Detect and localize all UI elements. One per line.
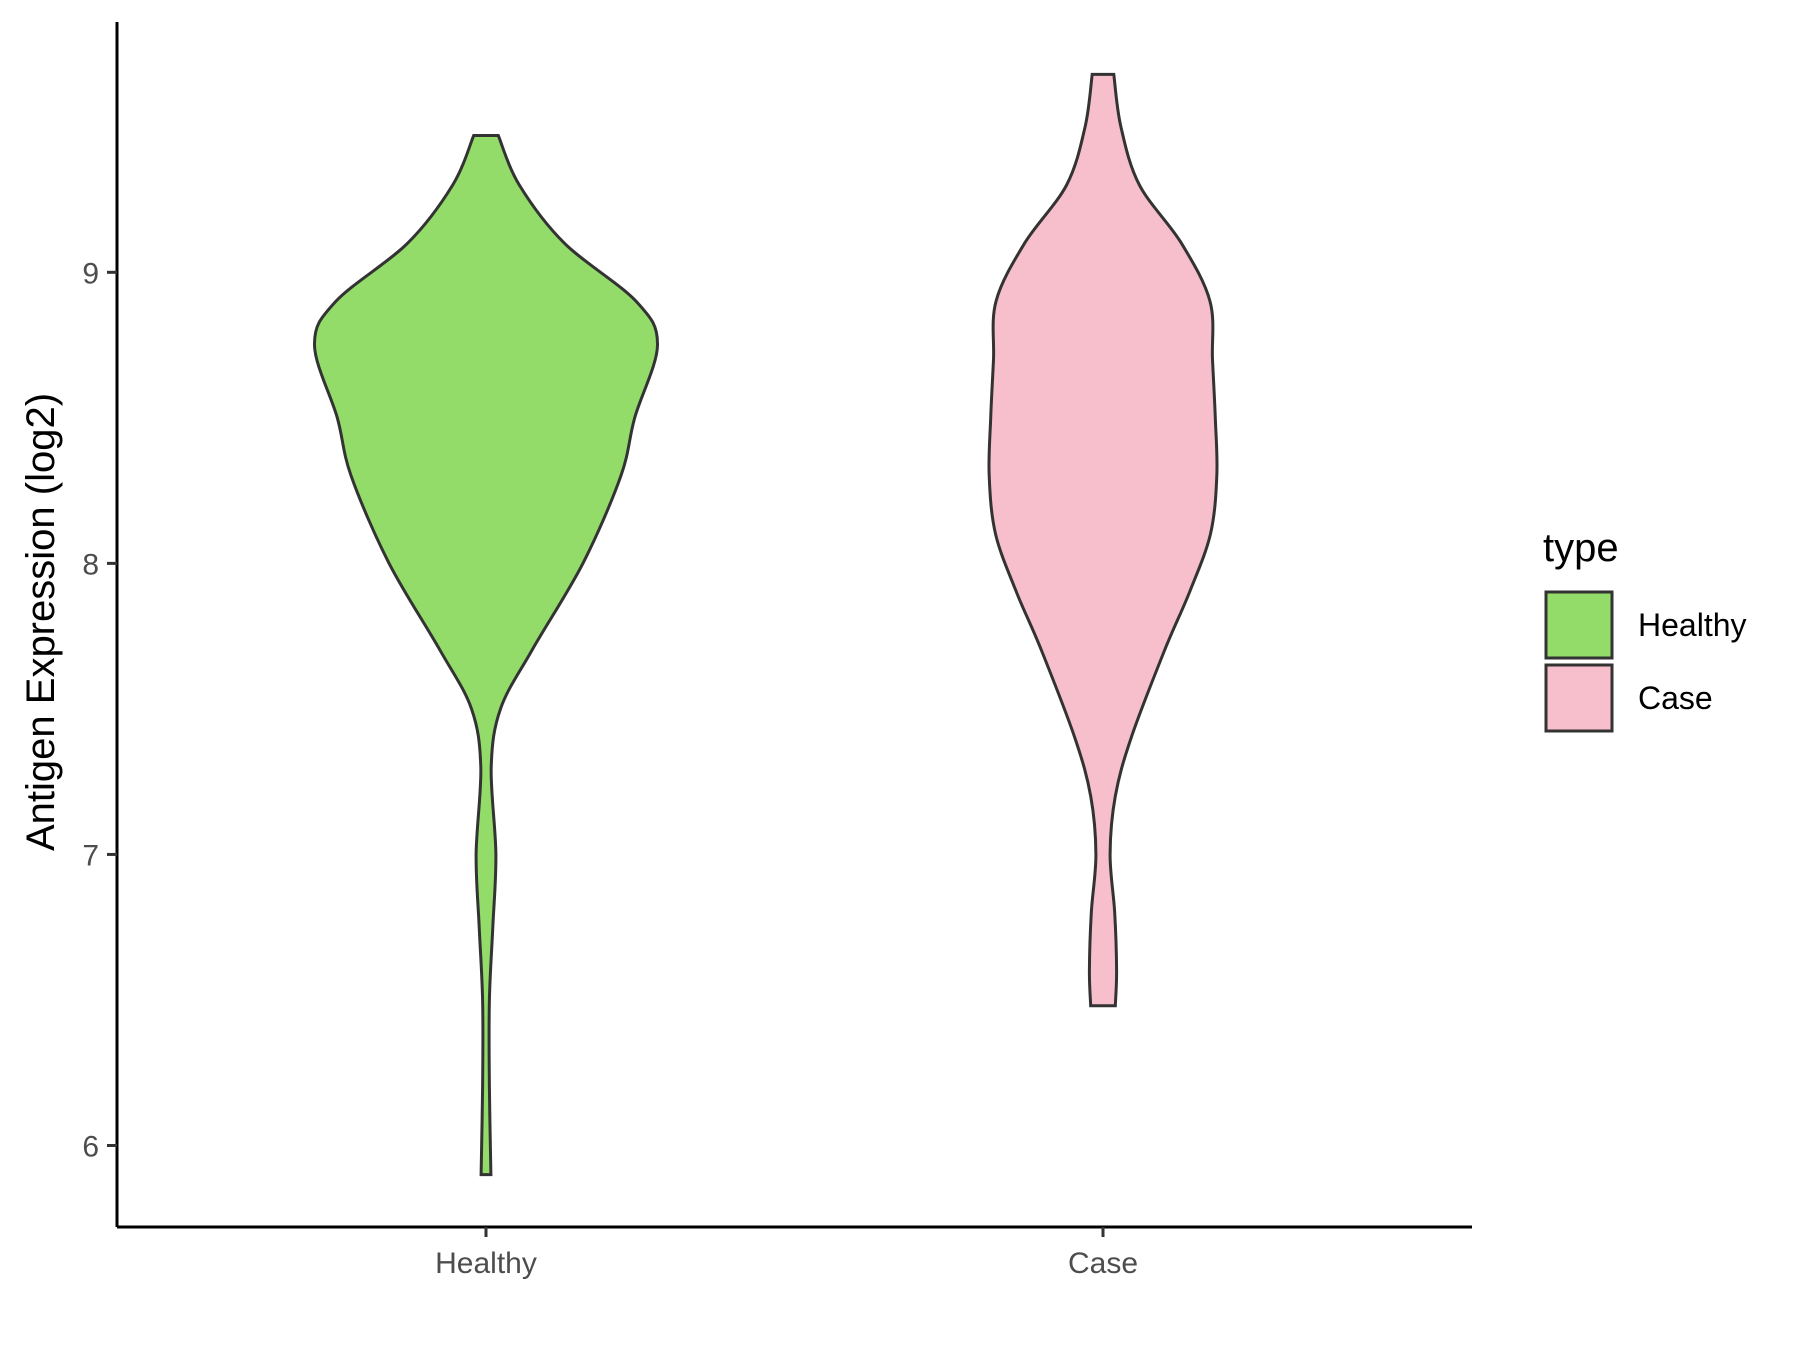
y-tick-label: 7 bbox=[82, 839, 99, 872]
plot-area bbox=[312, 72, 1219, 1177]
y-tick-label: 6 bbox=[82, 1131, 99, 1164]
y-tick-label: 8 bbox=[82, 548, 99, 581]
violin-case bbox=[987, 72, 1219, 1008]
violin-healthy bbox=[312, 134, 660, 1177]
legend-label-case: Case bbox=[1638, 680, 1713, 716]
legend-title: type bbox=[1543, 526, 1619, 570]
x-tick-label: Case bbox=[1068, 1247, 1138, 1280]
axes: 6 7 8 9 Healthy Case bbox=[82, 22, 1472, 1280]
legend-key-case bbox=[1544, 663, 1614, 733]
y-tick-label: 9 bbox=[82, 257, 99, 290]
y-axis-title: Antigen Expression (log2) bbox=[19, 393, 63, 851]
legend-label-healthy: Healthy bbox=[1638, 607, 1747, 643]
x-tick-label: Healthy bbox=[435, 1247, 537, 1280]
legend: type Healthy Case bbox=[1543, 526, 1747, 733]
legend-key-healthy bbox=[1544, 590, 1614, 660]
